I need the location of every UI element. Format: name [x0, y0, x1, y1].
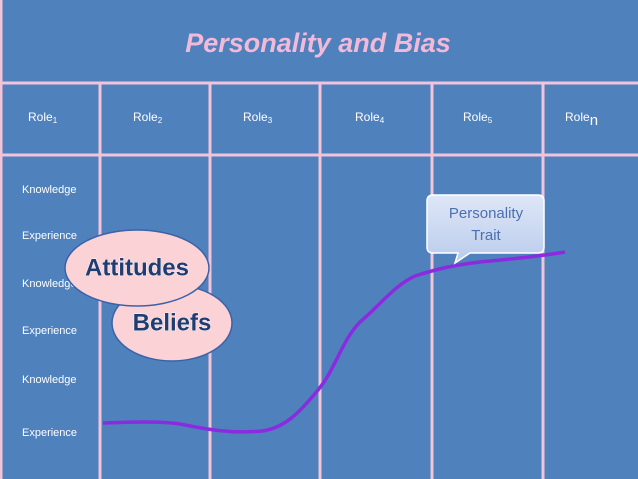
row-label: Experience: [22, 230, 77, 242]
row-label: Knowledge: [22, 374, 76, 386]
trend-curve: [102, 250, 566, 434]
callout-box: [426, 194, 545, 265]
role-name: Role: [355, 110, 380, 124]
row-label: Experience: [22, 427, 77, 439]
labels: Role1 Role2 Role3 Role4 Role5 RolenKnowledgeE…: [22, 110, 598, 439]
bubble: [64, 229, 210, 307]
role-header: Role3: [243, 110, 273, 125]
bubble-label: Beliefs: [133, 309, 212, 336]
callout-text: Personality: [449, 205, 524, 222]
role-subscript: 3: [268, 116, 273, 125]
callout-text: Trait: [471, 227, 501, 244]
role-subscript: 4: [380, 116, 385, 125]
role-header: Role2: [133, 110, 163, 125]
row-label: Knowledge: [22, 184, 76, 196]
role-header: Role5: [463, 110, 493, 125]
title: Personality and Bias: [185, 28, 451, 58]
role-header: Role1: [28, 110, 58, 125]
role-header: Role4: [355, 110, 385, 125]
role-name: Role: [133, 110, 158, 124]
role-subscript: 1: [53, 116, 58, 125]
role-subscript: 2: [158, 116, 163, 125]
role-name: Role: [243, 110, 268, 124]
bubble-label: Attitudes: [85, 254, 189, 281]
row-label: Experience: [22, 325, 77, 337]
row-label: Knowledge: [22, 278, 76, 290]
role-name: Role: [463, 110, 488, 124]
role-name: Role: [565, 110, 590, 124]
role-name: Role: [28, 110, 53, 124]
role-subscript: n: [590, 112, 598, 129]
role-subscript: 5: [488, 116, 493, 125]
role-header: Rolen: [565, 110, 598, 129]
